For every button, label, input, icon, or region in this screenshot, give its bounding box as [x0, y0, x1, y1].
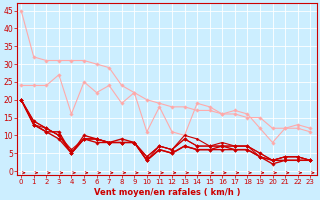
X-axis label: Vent moyen/en rafales ( km/h ): Vent moyen/en rafales ( km/h ) [94, 188, 240, 197]
